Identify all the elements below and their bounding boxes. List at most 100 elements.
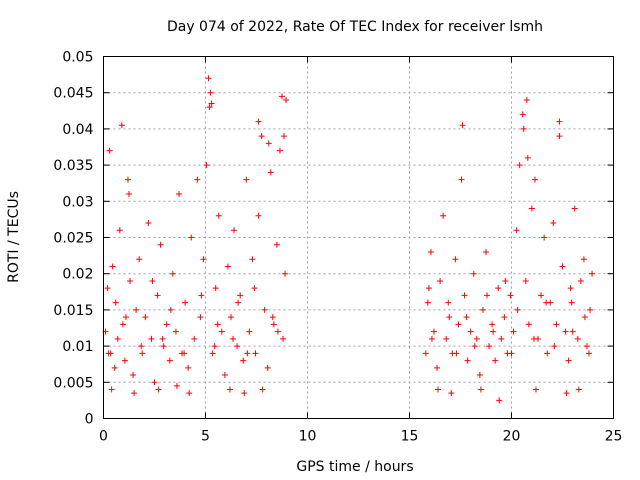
chart-title: Day 074 of 2022, Rate Of TEC Index for r…: [167, 19, 543, 35]
data-point: [281, 133, 288, 140]
data-point: [443, 335, 450, 342]
data-point: [541, 234, 548, 241]
data-point: [282, 270, 289, 277]
data-point: [205, 75, 212, 82]
x-tick-label: 10: [299, 429, 317, 445]
data-point: [492, 357, 499, 364]
data-point: [267, 169, 274, 176]
data-point: [498, 335, 505, 342]
data-point: [563, 390, 570, 397]
data-point: [486, 343, 493, 350]
data-point: [130, 372, 137, 379]
y-tick-label: 0.05: [62, 50, 93, 66]
data-point: [452, 256, 459, 263]
data-point: [208, 100, 215, 107]
data-point: [198, 292, 205, 299]
x-tick-label: 0: [99, 429, 108, 445]
data-point: [568, 299, 575, 306]
data-point: [191, 335, 198, 342]
data-point: [234, 343, 241, 350]
data-point: [427, 248, 434, 255]
data-point: [513, 227, 520, 234]
data-point: [524, 154, 531, 161]
data-point: [471, 343, 478, 350]
data-point: [520, 125, 527, 132]
data-point: [574, 335, 581, 342]
data-point: [490, 328, 497, 335]
data-point: [221, 372, 228, 379]
data-point: [166, 357, 173, 364]
data-point: [157, 241, 164, 248]
data-point: [126, 191, 132, 198]
data-point: [246, 328, 253, 335]
data-point: [473, 335, 480, 342]
y-tick-label: 0.02: [62, 267, 93, 283]
y-axis-label: ROTI / TECUs: [6, 191, 22, 283]
data-point: [105, 350, 112, 357]
y-tick-label: 0.045: [53, 86, 93, 102]
data-point: [237, 292, 244, 299]
data-point: [114, 335, 121, 342]
data-point: [510, 328, 517, 335]
data-point: [111, 364, 118, 371]
data-point: [489, 321, 496, 328]
data-point: [203, 162, 210, 169]
data-point: [567, 285, 574, 292]
x-tick-label: 15: [401, 429, 419, 445]
data-point: [437, 277, 444, 284]
y-tick-label: 0.035: [53, 158, 93, 174]
data-point: [571, 205, 578, 212]
data-point: [562, 328, 569, 335]
data-point: [231, 227, 238, 234]
data-point: [461, 292, 468, 299]
data-point: [211, 343, 218, 350]
x-axis-label: GPS time / hours: [296, 459, 413, 475]
data-point: [188, 234, 195, 241]
data-point: [464, 357, 471, 364]
data-point: [589, 270, 596, 277]
data-point: [496, 397, 503, 404]
data-point: [581, 314, 588, 321]
data-point: [212, 285, 219, 292]
data-point: [258, 133, 265, 140]
data-point: [240, 357, 247, 364]
data-point: [274, 328, 281, 335]
data-point: [230, 335, 237, 342]
data-point: [139, 350, 146, 357]
data-point: [206, 104, 213, 111]
data-point: [502, 277, 509, 284]
data-point: [479, 306, 486, 313]
data-point: [551, 343, 558, 350]
data-point: [172, 328, 179, 335]
y-tick-label: 0: [85, 412, 94, 428]
data-point: [583, 343, 590, 350]
data-point: [151, 379, 158, 386]
data-point: [121, 357, 128, 364]
data-point: [269, 314, 276, 321]
data-point: [197, 314, 204, 321]
data-point: [445, 299, 452, 306]
data-point: [514, 306, 521, 313]
data-point: [569, 328, 576, 335]
data-point: [477, 386, 484, 393]
data-point: [200, 256, 207, 263]
data-point: [553, 321, 560, 328]
data-point: [507, 292, 514, 299]
data-point: [241, 390, 248, 397]
data-point: [214, 321, 221, 328]
y-tick-label: 0.04: [62, 122, 93, 138]
x-tick-label: 5: [201, 429, 210, 445]
data-point: [108, 386, 115, 393]
data-point: [163, 321, 170, 328]
data-point: [119, 321, 126, 328]
data-point: [430, 328, 437, 335]
data-point: [530, 335, 537, 342]
data-point: [159, 335, 166, 342]
data-point: [255, 212, 262, 219]
data-point: [528, 205, 535, 212]
data-point: [136, 256, 143, 263]
data-point: [104, 285, 111, 292]
data-point: [118, 122, 125, 129]
data-point: [226, 386, 233, 393]
data-point: [252, 350, 259, 357]
